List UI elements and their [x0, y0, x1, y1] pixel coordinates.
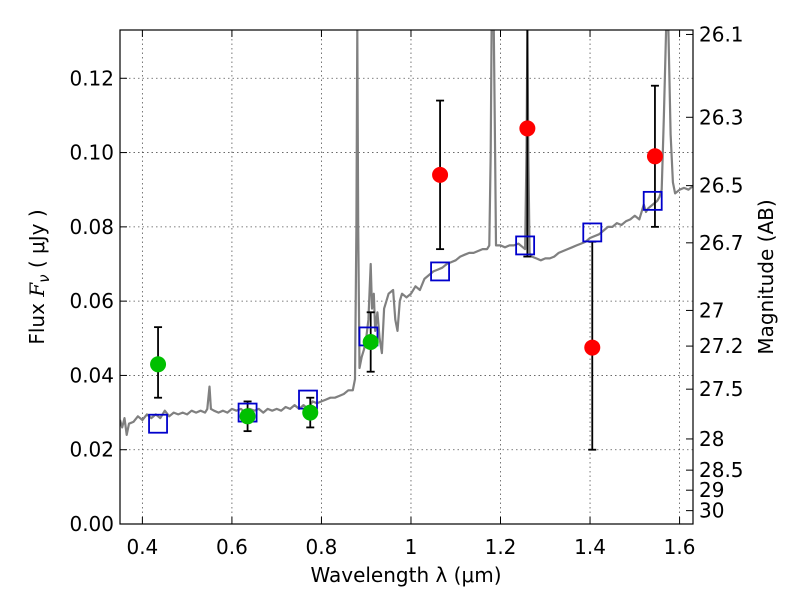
model-square-marker	[515, 235, 536, 256]
green-data-point	[150, 356, 167, 373]
x-tick-label: 1.4	[574, 535, 606, 559]
y-tick-label: 0.08	[69, 215, 114, 239]
tick-layer: 0.4 0.6 0.8 1 1.2 1.4 1.6 0.00 0.02 0.04 0.06 0.08 0…	[69, 22, 743, 559]
y-tick-label: 0.06	[69, 289, 114, 313]
y2-tick-label: 30	[699, 499, 724, 523]
y-tick-label: 0.10	[69, 141, 114, 165]
green-data-point	[239, 408, 256, 425]
y2-tick-label: 26.3	[699, 105, 744, 129]
y2-tick-label: 28.5	[699, 458, 744, 482]
spectrum-line	[120, 30, 693, 436]
y2-tick-label: 27.5	[699, 377, 744, 401]
red-data-point	[432, 166, 449, 183]
model-square-marker	[642, 190, 663, 211]
y-axis-label-subscript: ν	[35, 274, 53, 282]
y2-tick-label: 27	[699, 298, 724, 322]
y2-tick-label: 28	[699, 427, 724, 451]
y2-tick-label: 29	[699, 478, 724, 502]
model-square-marker	[430, 261, 450, 282]
y2-axis-label: Magnitude (AB)	[754, 199, 778, 354]
green-data-point	[302, 404, 319, 421]
model-square-marker	[582, 222, 603, 243]
x-tick-label: 1	[405, 535, 418, 559]
y-axis-label-prefix: Flux	[25, 297, 49, 345]
y2-tick-label: 26.5	[699, 174, 744, 198]
plot-frame	[119, 29, 694, 525]
y2-tick-label: 26.1	[699, 22, 744, 46]
y2-tick-label: 26.7	[699, 231, 744, 255]
grid	[120, 30, 693, 524]
green-data-point	[362, 334, 379, 350]
spectrum-layer	[120, 30, 693, 436]
x-tick-label: 0.4	[126, 535, 158, 559]
x-axis-label: Wavelength λ (μm)	[310, 563, 501, 587]
red-data-point	[584, 339, 601, 356]
x-tick-label: 0.6	[216, 535, 248, 559]
y-axis-label-symbol: F	[25, 282, 49, 298]
y-tick-label: 0.02	[69, 438, 114, 462]
red-data-point	[646, 148, 663, 165]
y2-tick-label: 27.2	[699, 334, 744, 358]
y-tick-label: 0.12	[69, 66, 114, 90]
y-axis-label: Flux Fν ( μJy )	[25, 209, 53, 344]
x-tick-label: 1.2	[485, 535, 517, 559]
y-axis-label-suffix: ( μJy )	[25, 209, 49, 274]
y-tick-label: 0.00	[69, 512, 114, 536]
red-data-point	[519, 120, 536, 137]
x-tick-label: 1.6	[664, 535, 696, 559]
model-square-marker	[148, 413, 168, 434]
y-tick-label: 0.04	[69, 363, 114, 387]
marker-layer	[148, 120, 663, 434]
x-tick-label: 0.8	[306, 535, 338, 559]
